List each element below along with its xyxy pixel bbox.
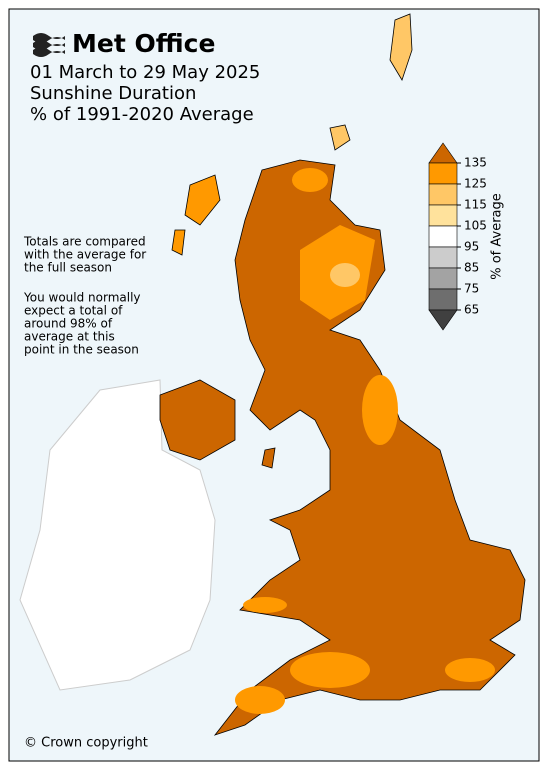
note-line: point in the season (24, 343, 139, 357)
note-line: expect a total of (24, 304, 123, 318)
legend-swatch (428, 246, 458, 269)
title-line: 01 March to 29 May 2025 (30, 62, 260, 83)
note-line: the full season (24, 261, 112, 275)
logo-text: Met Office (72, 29, 215, 58)
legend-tick-label: 125 (464, 177, 487, 191)
note-line: around 98% of (24, 317, 113, 331)
legend-swatch (428, 288, 458, 311)
legend-tick-label: 85 (464, 261, 479, 275)
title-line: Sunshine Duration (30, 83, 196, 104)
legend-label: % of Average (490, 193, 505, 280)
title-line: % of 1991-2020 Average (30, 104, 254, 125)
note-line: You would normally (23, 291, 141, 305)
legend-tick-label: 95 (464, 240, 479, 254)
note-line: with the average for (24, 248, 146, 262)
legend-tick-label: 105 (464, 219, 487, 233)
ireland (19, 379, 216, 691)
note-line: Totals are compared (23, 235, 146, 249)
legend-tick-label: 65 (464, 303, 479, 317)
legend-swatch (428, 162, 458, 185)
legend-swatch (428, 183, 458, 206)
legend-swatch (428, 267, 458, 290)
legend-swatch (428, 309, 458, 331)
map-patches (235, 168, 495, 714)
logo-icon (33, 33, 65, 57)
legend-tick-label: 135 (464, 156, 487, 170)
legend-tick-label: 75 (464, 282, 479, 296)
note-line: average at this (24, 330, 115, 344)
copyright: © Crown copyright (24, 736, 148, 751)
legend: 135 125 115 105 95 85 75 65 % of Average (428, 142, 505, 331)
legend-swatch (428, 225, 458, 248)
legend-swatch (428, 204, 458, 227)
legend-tick-label: 115 (464, 198, 487, 212)
uk-map (159, 13, 526, 736)
